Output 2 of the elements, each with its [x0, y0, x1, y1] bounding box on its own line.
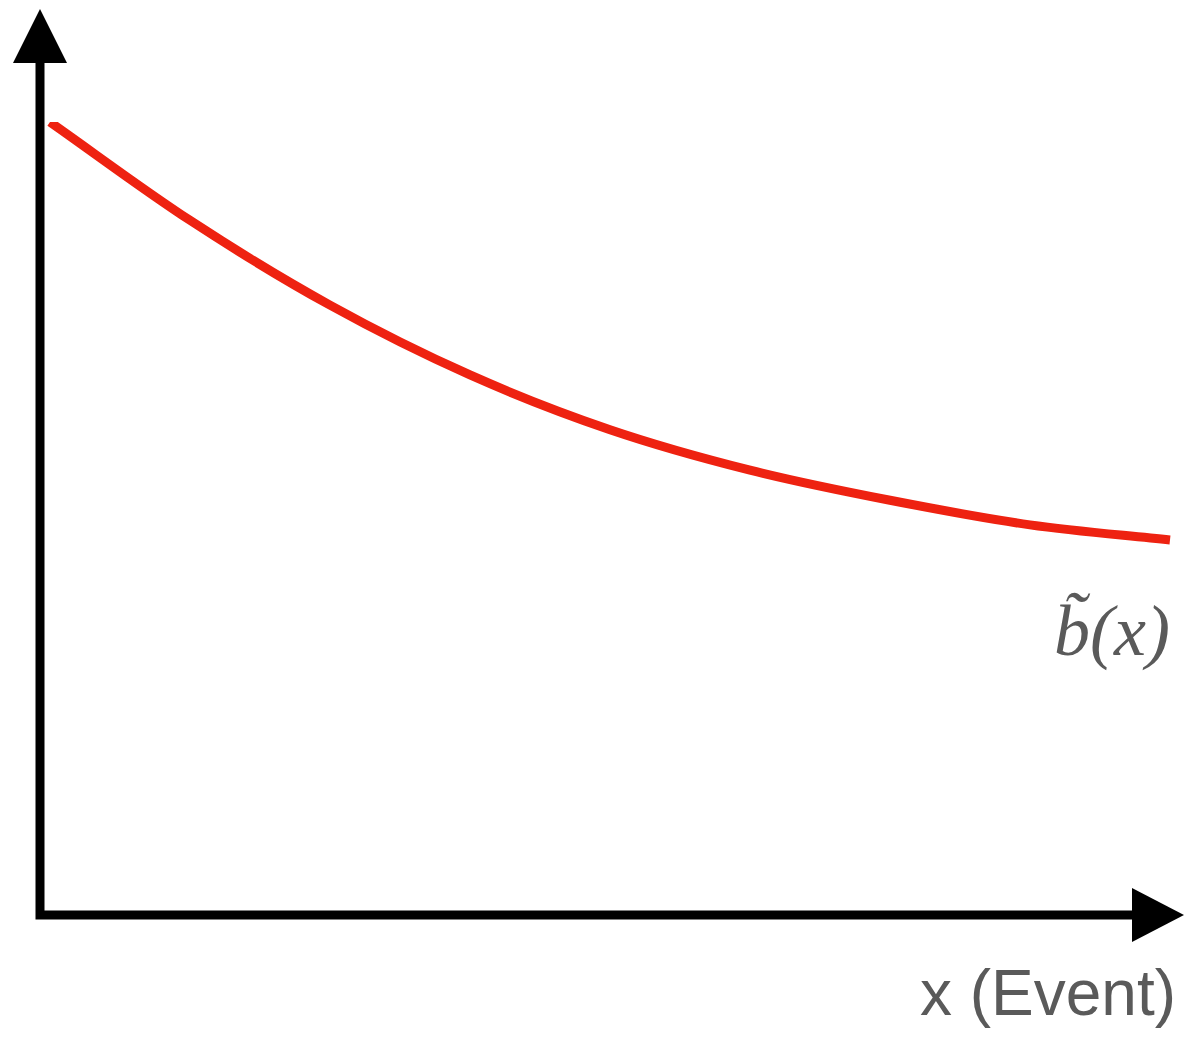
x-axis-title: x (Event) — [919, 956, 1176, 1030]
series-label: b̃(x) — [1054, 590, 1170, 673]
